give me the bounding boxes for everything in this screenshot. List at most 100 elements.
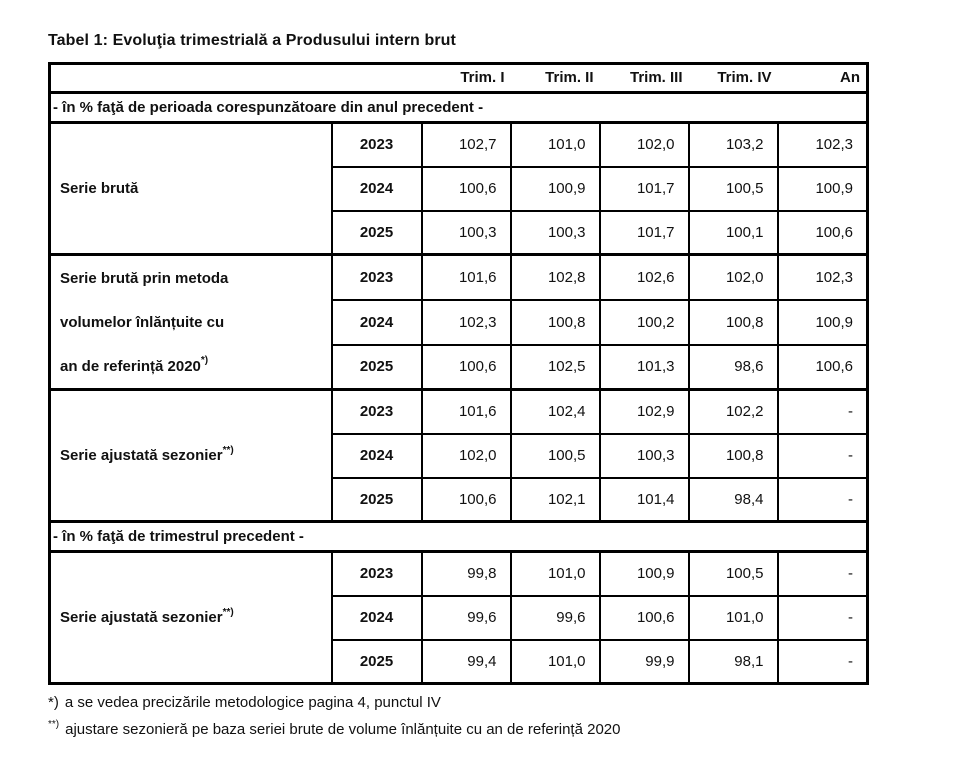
series-label-text: an de referință 2020 xyxy=(60,357,201,375)
table-row: 2025 100,3 100,3 101,7 100,1 100,6 xyxy=(50,209,869,256)
section-header: - în % faţă de trimestrul precedent - xyxy=(49,520,868,553)
year-cell: 2024 xyxy=(330,165,423,212)
value-cell: - xyxy=(776,432,869,479)
year-cell: 2024 xyxy=(330,594,423,641)
series-label-line: an de referință 2020 *) xyxy=(60,355,209,375)
series-label-cell: Serie ajustată sezonier **) xyxy=(48,550,333,685)
value-cell: 101,0 xyxy=(687,594,779,641)
value-cell: 102,8 xyxy=(509,253,601,301)
series-label-line: Serie ajustată sezonier **) xyxy=(60,444,234,464)
table-row: Serie ajustată sezonier **) 2023 99,8 101,0 1… xyxy=(48,550,869,685)
year-cell: 2024 xyxy=(330,432,423,479)
footnote-2-text: ajustare sezonieră pe baza seriei brute … xyxy=(65,721,621,738)
value-cell: 102,3 xyxy=(776,121,869,168)
year-cell: 2023 xyxy=(330,121,423,168)
series-label-cell: Serie ajustată sezonier **) xyxy=(48,388,333,523)
value-cell: 101,3 xyxy=(598,343,690,391)
value-cell: - xyxy=(776,476,869,523)
value-cell: 102,3 xyxy=(420,298,512,346)
value-cell: 100,6 xyxy=(598,594,690,641)
series-label-line: Serie brută xyxy=(60,167,327,211)
series-label-text: Serie ajustată sezonier xyxy=(60,447,223,464)
value-cell: 101,7 xyxy=(598,209,690,256)
value-cell: 102,0 xyxy=(598,121,690,168)
value-cell: 100,6 xyxy=(420,343,512,391)
value-cell: 100,5 xyxy=(687,165,779,212)
footnotes: *) a se vedea precizările metodologice pa… xyxy=(48,694,620,747)
value-cell: 100,5 xyxy=(509,432,601,479)
value-cell: 100,9 xyxy=(598,550,690,597)
column-header-trim3: Trim. III xyxy=(599,63,689,94)
value-cell: 100,9 xyxy=(776,165,869,212)
value-cell: 100,9 xyxy=(776,298,869,346)
value-cell: 98,6 xyxy=(687,343,779,391)
year-cell: 2023 xyxy=(330,550,423,597)
column-header-an: An xyxy=(777,63,868,94)
value-cell: 99,6 xyxy=(420,594,512,641)
year-cell: 2023 xyxy=(330,388,423,435)
value-cell: 100,6 xyxy=(420,165,512,212)
gdp-quarterly-table: Trim. I Trim. II Trim. III Trim. IV An -… xyxy=(48,62,869,685)
year-cell: 2025 xyxy=(330,638,423,685)
year-cell: 2025 xyxy=(330,476,423,523)
table-title: Tabel 1: Evoluţia trimestrială a Produsu… xyxy=(48,32,456,49)
value-cell: 102,6 xyxy=(598,253,690,301)
series-label-text: volumelor înlănțuite cu xyxy=(60,313,225,331)
table-row: Serie ajustată sezonier **) 2023 101,6 102,4… xyxy=(48,388,869,523)
series-label-line: Serie ajustată sezonier **) xyxy=(60,606,234,626)
section-header-row: - în % faţă de trimestrul precedent - xyxy=(49,520,868,553)
value-cell: 100,6 xyxy=(776,343,869,391)
value-cell: 101,6 xyxy=(420,253,512,301)
value-cell: 102,0 xyxy=(687,253,779,301)
value-cell: 102,2 xyxy=(687,388,779,435)
value-cell: 101,0 xyxy=(509,638,601,685)
table-row: 2024 102,3 100,8 100,2 100,8 100,9 xyxy=(50,298,869,346)
value-cell: - xyxy=(776,388,869,435)
value-cell: 102,0 xyxy=(420,432,512,479)
value-cell: 102,1 xyxy=(509,476,601,523)
value-cell: 99,8 xyxy=(420,550,512,597)
value-cell: 100,6 xyxy=(420,476,512,523)
footnote-1-marker: *) xyxy=(48,694,59,711)
table-row: Serie brută 2023 102,7 101,0 102,0 103,2 102,3 xyxy=(48,121,869,256)
section-header: - în % faţă de perioada corespunzătoare … xyxy=(49,91,868,124)
series-label-text: Serie brută prin metoda xyxy=(60,269,229,287)
value-cell: 100,2 xyxy=(598,298,690,346)
table-row: 2024 102,0 100,5 100,3 100,8- xyxy=(50,432,869,479)
series-label-text: Serie brută xyxy=(60,180,139,197)
value-cell: 102,7 xyxy=(420,121,512,168)
value-cell: 102,5 xyxy=(509,343,601,391)
table-row: 2024 100,6 100,9 101,7 100,5 100,9 xyxy=(50,165,869,212)
value-cell: 103,2 xyxy=(687,121,779,168)
table-row: 2024 99,6 99,6 100,6 101,0- xyxy=(50,594,869,641)
table-body: - în % faţă de perioada corespunzătoare … xyxy=(48,91,869,685)
series-label-cell: Serie brută xyxy=(48,121,333,256)
value-cell: 100,8 xyxy=(509,298,601,346)
series-label-cell: Serie brută prin metoda volumelor înlănțu… xyxy=(48,253,333,391)
table-row: 2025 100,6 102,5 101,3 98,6 100,6 xyxy=(50,343,869,391)
value-cell: 99,4 xyxy=(420,638,512,685)
value-cell: 100,6 xyxy=(776,209,869,256)
series-label-line: volumelor înlănțuite cu xyxy=(60,300,327,344)
value-cell: 98,4 xyxy=(687,476,779,523)
year-cell: 2023 xyxy=(330,253,423,301)
column-header-row: Trim. I Trim. II Trim. III Trim. IV An xyxy=(49,63,868,94)
value-cell: 100,3 xyxy=(598,432,690,479)
footnote-2-marker: **) xyxy=(48,719,60,730)
series-label-line: Serie brută prin metoda xyxy=(60,256,327,300)
table-row: 2025 99,4 101,0 99,9 98,1- xyxy=(50,638,869,685)
year-cell: 2024 xyxy=(330,298,423,346)
year-cell: 2025 xyxy=(330,343,423,391)
value-cell: 100,5 xyxy=(687,550,779,597)
value-cell: - xyxy=(776,594,869,641)
value-cell: 102,4 xyxy=(509,388,601,435)
value-cell: 99,9 xyxy=(598,638,690,685)
value-cell: 101,7 xyxy=(598,165,690,212)
value-cell: 102,3 xyxy=(776,253,869,301)
value-cell: 100,3 xyxy=(509,209,601,256)
value-cell: 98,1 xyxy=(687,638,779,685)
value-cell: 102,9 xyxy=(598,388,690,435)
column-header-trim4: Trim. IV xyxy=(688,63,778,94)
section-header-row: - în % faţă de perioada corespunzătoare … xyxy=(49,91,868,124)
